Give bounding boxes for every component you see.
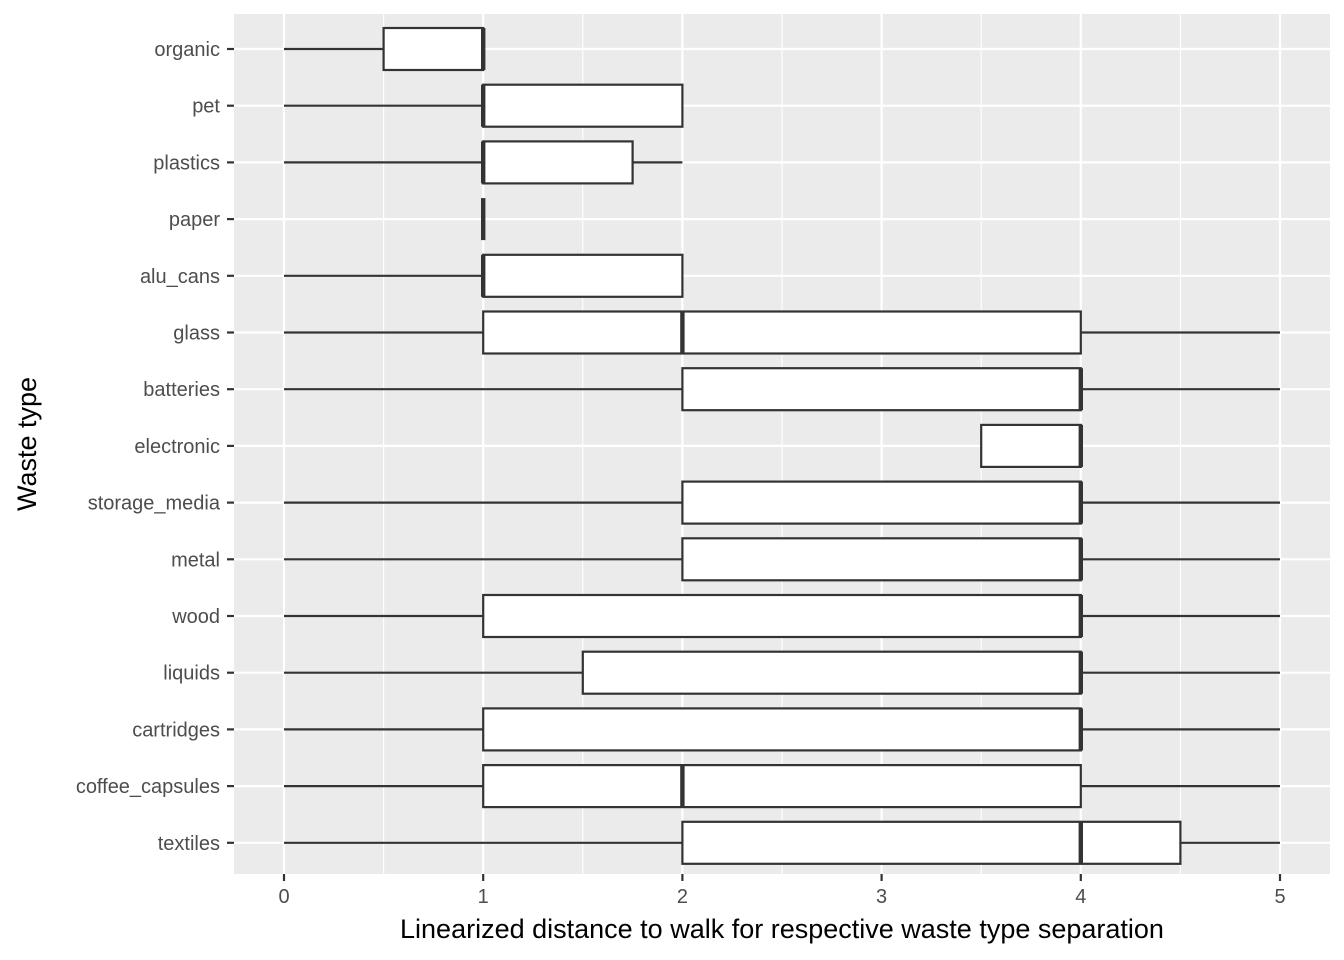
y-tick-label: alu_cans	[140, 266, 220, 288]
y-tick-label: coffee_capsules	[76, 776, 220, 798]
box-iqr	[482, 763, 1082, 809]
y-axis-title: Waste type	[12, 377, 42, 511]
x-tick-label: 1	[478, 886, 489, 908]
y-tick-label: paper	[169, 209, 220, 231]
box-alu_cans	[284, 253, 684, 298]
box-wood	[284, 593, 1280, 639]
x-tick-label: 5	[1274, 886, 1285, 908]
y-tick-label: organic	[154, 39, 220, 61]
box-iqr	[482, 83, 684, 128]
y-tick-label: pet	[192, 96, 220, 118]
y-tick-label: electronic	[134, 436, 220, 458]
box-iqr	[681, 367, 1082, 412]
box-iqr	[382, 26, 485, 72]
box-iqr	[482, 707, 1082, 752]
y-tick-label: cartridges	[132, 719, 220, 741]
box-batteries	[284, 367, 1280, 412]
x-axis-title: Linearized distance to walk for respecti…	[400, 914, 1164, 944]
box-liquids	[284, 650, 1280, 695]
x-tick-label: 3	[876, 886, 887, 908]
box-metal	[284, 537, 1280, 582]
y-tick-label: batteries	[143, 379, 220, 401]
box-pet	[284, 83, 684, 128]
box-iqr	[581, 650, 1082, 695]
y-tick-label: textiles	[158, 833, 220, 855]
x-tick-label: 0	[278, 886, 289, 908]
box-iqr	[482, 310, 1082, 355]
box-coffee_capsules	[284, 763, 1280, 809]
box-organic	[284, 26, 486, 72]
x-axis: 0 1 2 3 4 5	[278, 874, 1286, 908]
x-tick-label: 2	[677, 886, 688, 908]
box-iqr	[681, 820, 1182, 865]
box-plastics	[284, 140, 683, 185]
box-iqr	[681, 537, 1082, 582]
box-glass	[284, 310, 1280, 355]
y-tick-label: storage_media	[88, 493, 221, 515]
y-tick-label: plastics	[153, 152, 220, 174]
box-series	[284, 26, 1280, 865]
box-cartridges	[284, 707, 1280, 752]
box-electronic	[980, 423, 1084, 468]
y-tick-label: metal	[171, 549, 220, 571]
box-iqr	[482, 253, 684, 298]
box-iqr	[482, 140, 634, 185]
box-iqr	[980, 423, 1082, 468]
box-textiles	[284, 820, 1280, 865]
y-tick-label: glass	[173, 323, 220, 345]
y-tick-label: liquids	[163, 663, 220, 685]
x-tick-label: 4	[1075, 886, 1086, 908]
box-iqr	[482, 593, 1082, 639]
y-tick-label: wood	[171, 606, 220, 628]
box-iqr	[681, 480, 1082, 525]
box-storage_media	[284, 480, 1280, 525]
